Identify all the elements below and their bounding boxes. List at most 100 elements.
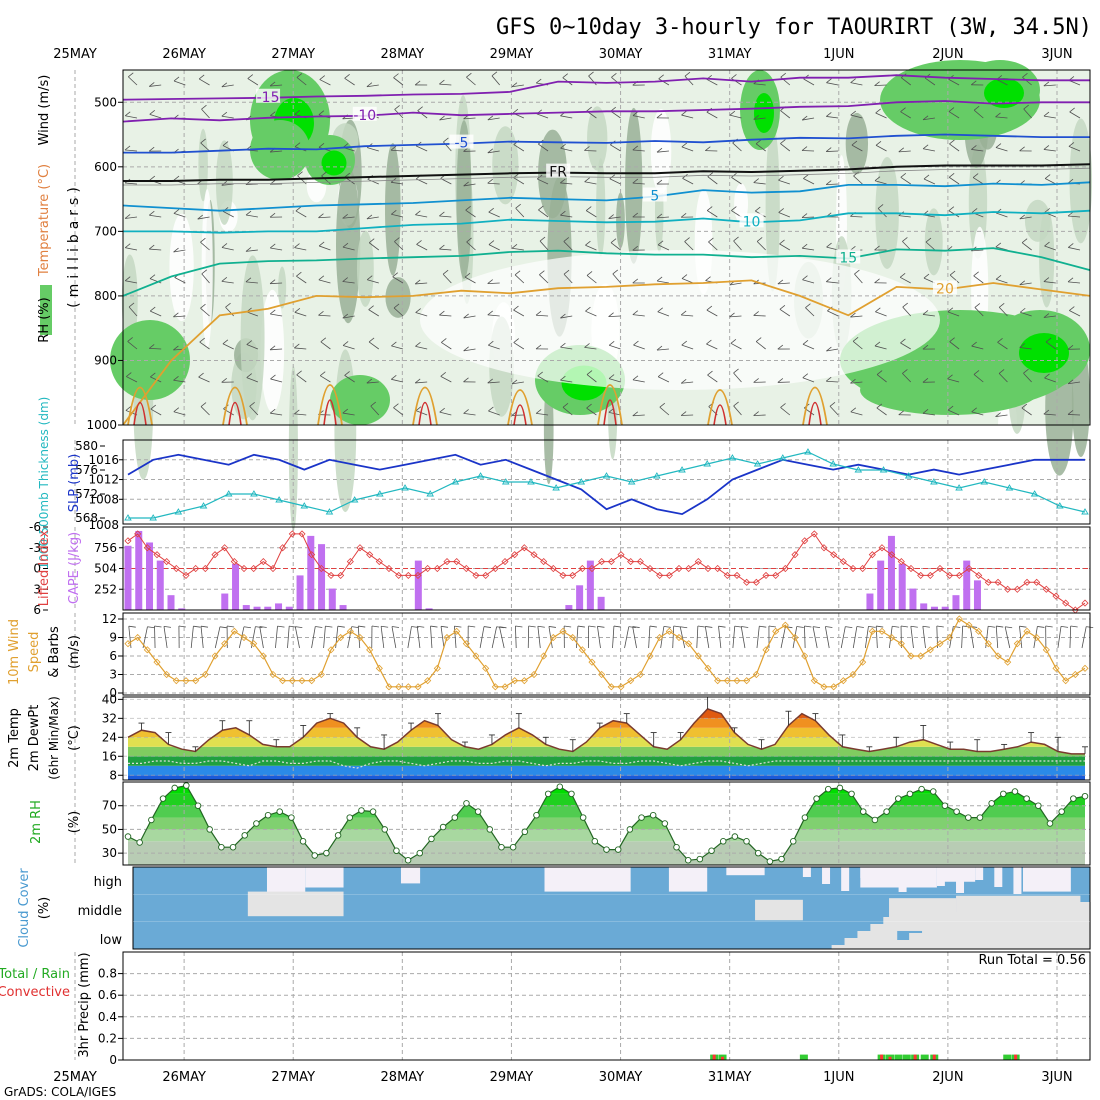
rh-bright-patch	[984, 78, 1024, 108]
wind10m-marker	[994, 652, 1002, 660]
y-tick-label: 12	[102, 612, 117, 626]
wind10m-barb-shaft	[875, 626, 878, 649]
cloud-clear-high	[726, 867, 765, 876]
cape-bar	[414, 560, 422, 610]
wind-barb-flag	[294, 110, 301, 115]
cape-bar	[242, 605, 250, 610]
wind10m-marker	[337, 633, 345, 642]
thickness-marker	[1030, 490, 1039, 497]
cape-bar	[576, 585, 584, 610]
rh2m-marker	[346, 814, 353, 821]
rh2m-marker	[264, 811, 272, 819]
wind-barb-shaft	[706, 111, 718, 119]
wind-barb-shaft	[415, 312, 428, 317]
lifted-index-series	[124, 530, 1089, 614]
wind-barb-shaft	[539, 240, 549, 251]
wind10m-marker	[926, 646, 934, 654]
wind-barb-flag	[900, 338, 906, 344]
wind-barb-flag	[391, 374, 397, 380]
wind-barb-flag	[922, 409, 929, 414]
wind-barb-shaft	[439, 314, 452, 317]
wind-barb-flag	[415, 210, 421, 216]
wind-barb-flag	[995, 242, 1002, 248]
wind-barb-flag	[777, 279, 784, 285]
wind10m-marker	[656, 633, 664, 642]
wind-barb-flag	[777, 378, 784, 383]
wind-barb-flag	[487, 115, 494, 121]
wind10m-barb-flag	[219, 626, 228, 629]
wind-barb-flag	[149, 274, 156, 279]
thickness-marker	[199, 502, 208, 509]
wind-barb-shaft	[684, 241, 694, 251]
wind-barb-shaft	[612, 273, 621, 284]
wind-barb-shaft	[270, 412, 283, 416]
wind-barb-flag	[632, 178, 639, 184]
cloud-gray-low	[909, 933, 924, 949]
rh-green-patch	[250, 120, 310, 180]
wind-barb-flag	[585, 240, 591, 246]
wind-barb-flag	[535, 78, 542, 84]
wind10m-barb-shaft	[672, 626, 675, 649]
cloud-clear-high	[266, 867, 306, 896]
upper-air-panel: -15 -10 -5 FR 5 10 15 20 500 600 700 800 900 1000 RH…	[37, 60, 1093, 532]
wind10m-barb-flag	[613, 625, 621, 628]
wind-barb-shaft	[560, 182, 573, 185]
wind-barb-flag	[439, 211, 445, 217]
wind-barb-flag	[294, 142, 301, 148]
wind-barb-flag	[124, 145, 131, 151]
wind-barb-shaft	[731, 177, 742, 185]
rh2m-marker	[1011, 788, 1019, 795]
rh2m-marker	[918, 785, 925, 793]
wind-barb-shaft	[320, 375, 331, 383]
wind-barb-flag	[221, 243, 228, 248]
wind-barb-shaft	[1043, 413, 1056, 416]
wind10m-barb-shaft	[1069, 626, 1072, 649]
wind-barb-flag	[344, 371, 350, 376]
rh2m-marker	[591, 838, 599, 845]
rh2m-marker	[159, 795, 167, 802]
wind-barb-flag	[562, 73, 569, 78]
wind10m-barb-flag	[856, 626, 864, 628]
wind-barb-flag	[124, 111, 131, 117]
wind-barb-shaft	[681, 278, 694, 284]
wind-barb-shaft	[1068, 281, 1081, 284]
wind-barb-shaft	[610, 110, 621, 119]
wind-barb-flag	[414, 80, 421, 86]
upper-air-wind-barbs	[124, 71, 1081, 418]
rh2m-marker	[463, 800, 470, 807]
wind-barb-flag	[632, 278, 639, 284]
wind-barb-shaft	[245, 281, 258, 284]
lifted-marker	[897, 558, 905, 566]
wind-barb-shaft	[657, 311, 670, 317]
lifted-marker	[781, 564, 789, 573]
lifted-marker	[404, 571, 412, 579]
wind-barb-shaft	[803, 178, 815, 185]
rh2m-marker	[1023, 795, 1030, 802]
rh-bright-patch	[754, 93, 774, 133]
wind10m-marker	[433, 664, 441, 672]
wind10m-barb-flag	[741, 626, 749, 628]
wind-barb-flag	[874, 278, 880, 284]
isotherm--10	[122, 100, 1090, 123]
wind10m-marker	[462, 640, 470, 648]
wind10m-marker	[124, 640, 132, 648]
wind10m-barb-flag	[1019, 625, 1027, 628]
wind-barb-shaft	[463, 315, 476, 319]
wind-barb-shaft	[173, 379, 186, 383]
rh2m-marker	[171, 784, 178, 792]
wind10m-marker	[1004, 658, 1012, 666]
wind-barb-flag	[463, 409, 469, 414]
convective-contour-inner	[603, 399, 617, 426]
wind-barb-flag	[439, 407, 445, 413]
wind-barb-shaft	[898, 215, 911, 218]
wind-barb-shaft	[200, 406, 210, 416]
wind-barb-shaft	[199, 341, 210, 350]
wind10m-barb-shaft	[391, 626, 397, 649]
cloud-clear-high	[400, 867, 421, 884]
rh2m-marker	[860, 808, 867, 815]
cloud-gray-low	[883, 917, 898, 949]
wind-barb-shaft	[829, 405, 839, 416]
wind-barb-flag	[201, 104, 207, 110]
wind-barb-shaft	[536, 314, 549, 317]
lifted-marker	[675, 564, 683, 573]
